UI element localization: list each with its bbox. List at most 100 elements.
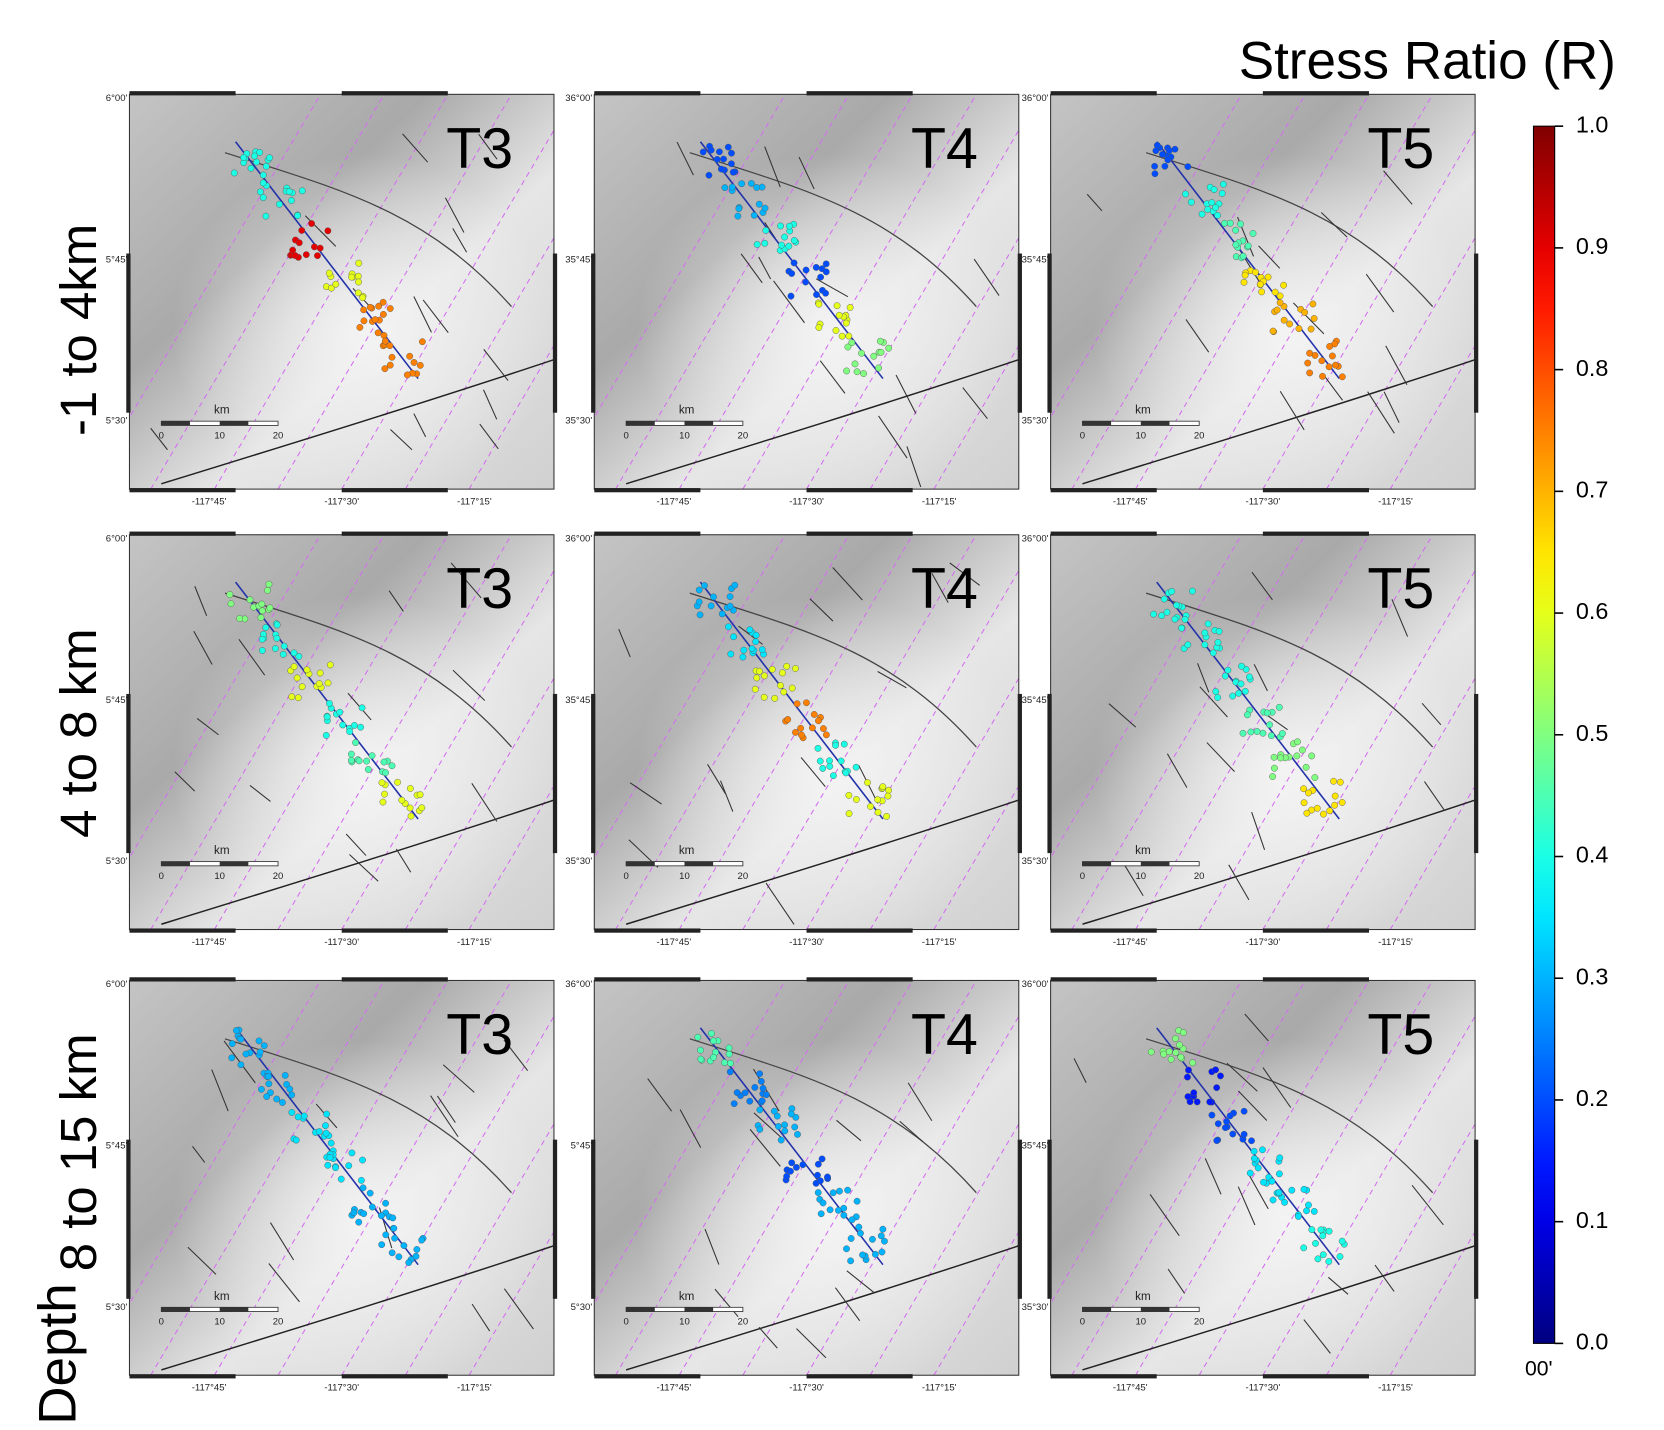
- earthquake: [417, 362, 423, 368]
- panel-label: T4: [911, 117, 978, 181]
- earthquake: [1269, 773, 1275, 779]
- lat-label: 35°30': [565, 856, 592, 867]
- frame-bar: [1051, 91, 1157, 95]
- earthquake: [786, 223, 792, 229]
- earthquake: [228, 601, 234, 607]
- earthquake: [365, 766, 371, 772]
- earthquake: [227, 591, 233, 597]
- earthquake: [1332, 793, 1338, 799]
- earthquake: [1221, 220, 1227, 226]
- earthquake: [1281, 317, 1287, 323]
- earthquake: [1219, 190, 1225, 196]
- earthquake: [359, 295, 365, 301]
- earthquake: [233, 1027, 239, 1033]
- earthquake: [700, 149, 706, 155]
- earthquake: [417, 792, 423, 798]
- earthquake: [833, 327, 839, 333]
- lon-label: -117°45': [657, 496, 692, 507]
- earthquake: [407, 805, 413, 811]
- earthquake: [778, 242, 784, 248]
- frame-bar: [1051, 532, 1157, 536]
- earthquake: [1246, 674, 1252, 680]
- earthquake: [786, 243, 792, 249]
- earthquake: [1296, 325, 1302, 331]
- earthquake: [1227, 220, 1233, 226]
- earthquake: [237, 615, 243, 621]
- earthquake: [778, 1137, 784, 1143]
- scale-label: 10: [214, 871, 225, 882]
- lat-label: 36°00': [565, 93, 592, 104]
- earthquake: [817, 1178, 823, 1184]
- earthquake: [719, 611, 725, 617]
- earthquake: [1194, 1099, 1200, 1105]
- earthquake: [351, 1210, 357, 1216]
- lat-label: 5°45': [106, 254, 128, 265]
- frame-bar: [1263, 977, 1369, 981]
- lat-label: 35°30': [565, 416, 592, 427]
- earthquake: [1240, 253, 1246, 259]
- earthquake: [259, 601, 265, 607]
- frame-bar: [342, 977, 448, 981]
- earthquake: [1213, 1084, 1219, 1090]
- earthquake: [251, 153, 257, 159]
- earthquake: [325, 680, 331, 686]
- earthquake: [756, 201, 762, 207]
- earthquake: [1306, 350, 1312, 356]
- earthquake: [394, 779, 400, 785]
- earthquake: [1269, 1178, 1275, 1184]
- scale-bar: [161, 1307, 190, 1311]
- earthquake: [841, 741, 847, 747]
- earthquake: [1220, 181, 1226, 187]
- earthquake: [788, 1111, 794, 1117]
- earthquake: [1172, 616, 1178, 622]
- earthquake: [1327, 808, 1333, 814]
- earthquake: [1259, 1147, 1265, 1153]
- scale-label: 0: [623, 1317, 628, 1328]
- earthquake: [757, 1107, 763, 1113]
- earthquake: [843, 1246, 849, 1252]
- earthquake: [323, 1111, 329, 1117]
- earthquake: [289, 1092, 295, 1098]
- earthquake: [1276, 1171, 1282, 1177]
- earthquake: [817, 274, 823, 280]
- earthquake: [847, 304, 853, 310]
- earthquake: [291, 663, 297, 669]
- earthquake: [853, 764, 859, 770]
- earthquake: [752, 1084, 758, 1090]
- earthquake: [781, 1122, 787, 1128]
- frame-bar: [342, 91, 448, 95]
- frame-bar: [1263, 488, 1369, 492]
- scale-label: 0: [159, 871, 164, 882]
- earthquake: [697, 612, 703, 618]
- earthquake: [846, 792, 852, 798]
- lon-label: -117°45': [657, 937, 692, 948]
- lat-label: 35°30': [1022, 856, 1049, 867]
- scale-unit: km: [679, 1290, 695, 1303]
- frame-bar: [591, 694, 595, 853]
- earthquake: [783, 1173, 789, 1179]
- lon-label: -117°30': [789, 937, 824, 948]
- scale-unit: km: [679, 404, 695, 417]
- earthquake: [885, 787, 891, 793]
- colorbar-tick-label: 1.0: [1576, 111, 1608, 137]
- lat-label: 36°00': [565, 979, 592, 990]
- earthquake: [1247, 1170, 1253, 1176]
- lat-label: 35°45': [1022, 254, 1049, 265]
- earthquake: [763, 1092, 769, 1098]
- earthquake: [389, 763, 395, 769]
- earthquake: [1264, 710, 1270, 716]
- earthquake: [360, 307, 366, 313]
- earthquake: [257, 189, 263, 195]
- lon-label: -117°30': [1246, 937, 1281, 948]
- frame-bar: [129, 91, 235, 95]
- earthquake: [1319, 358, 1325, 364]
- earthquake: [732, 582, 738, 588]
- panel-label: T3: [446, 117, 513, 181]
- earthquake: [258, 1086, 264, 1092]
- earthquake: [1182, 191, 1188, 197]
- earthquake: [282, 1072, 288, 1078]
- colorbar-tick-label: 0.4: [1576, 842, 1608, 868]
- earthquake: [880, 1226, 886, 1232]
- earthquake: [818, 1211, 824, 1217]
- scale-bar: [161, 862, 190, 866]
